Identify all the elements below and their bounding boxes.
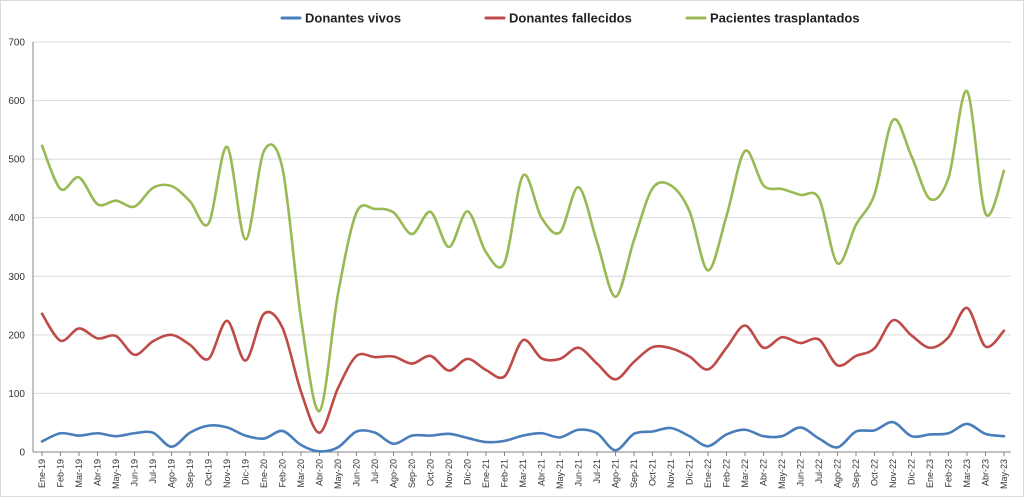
x-tick-label: Sep-20 [407, 459, 417, 488]
axes [32, 42, 1011, 453]
series-line-donantes-fallecidos [40, 306, 1006, 434]
legend-item: Donantes fallecidos [484, 11, 632, 26]
x-tick-label: Dic-21 [685, 459, 695, 485]
x-tick-label: Mar-19 [74, 459, 84, 488]
x-tick-label: Mar-22 [740, 459, 750, 488]
x-tick-label: May-21 [555, 459, 565, 489]
x-tick-label: Feb-22 [722, 459, 732, 488]
x-tick-label: Ene-20 [259, 459, 269, 488]
y-tick-label: 600 [8, 96, 25, 107]
series-lines [40, 89, 1006, 453]
x-tick-label: Nov-19 [222, 459, 232, 488]
y-tick-label: 400 [8, 213, 25, 224]
x-tick-label: Oct-19 [204, 459, 214, 486]
x-tick-label: Abr-22 [759, 459, 769, 486]
x-tick-label: Mar-21 [518, 459, 528, 488]
x-tick-label: May-19 [111, 459, 121, 489]
x-tick-label: Jun-20 [352, 459, 362, 487]
legend-item: Pacientes trasplantados [685, 11, 860, 26]
x-tick-label: Mar-20 [296, 459, 306, 488]
x-tick-label: Nov-20 [444, 459, 454, 488]
y-tick-label: 100 [8, 389, 25, 400]
series-line-donantes-vivos [40, 420, 1006, 453]
y-tick-label: 700 [8, 38, 25, 49]
x-axis-ticks: Ene-19 Feb-19 Mar-19 Abr-19 May-19 Jun-19 Jul-… [37, 452, 1009, 489]
x-tick-label: Ago-19 [167, 459, 177, 488]
grid-lines [33, 41, 1011, 394]
x-tick-label: Feb-20 [278, 459, 288, 488]
x-tick-label: Dic-22 [907, 459, 917, 485]
x-tick-label: Ene-23 [925, 459, 935, 488]
legend-label: Donantes vivos [305, 11, 401, 26]
x-tick-label: Ago-22 [833, 459, 843, 488]
x-tick-label: Ene-22 [703, 459, 713, 488]
x-tick-label: Sep-21 [629, 459, 639, 488]
y-tick-label: 500 [8, 155, 25, 166]
x-tick-label: Feb-23 [944, 459, 954, 488]
x-tick-label: Abr-23 [981, 459, 991, 486]
x-tick-label: Abr-20 [315, 459, 325, 486]
x-tick-label: Dic-20 [463, 459, 473, 485]
x-tick-label: Jun-21 [574, 459, 584, 487]
x-tick-label: Jul-22 [814, 459, 824, 484]
y-axis-ticks: 0 100 200 300 400 500 600 700 [8, 38, 25, 459]
legend-label: Donantes fallecidos [509, 11, 632, 26]
x-tick-label: Feb-21 [500, 459, 510, 488]
x-tick-label: May-22 [777, 459, 787, 489]
y-tick-label: 0 [19, 448, 25, 459]
legend-label: Pacientes trasplantados [710, 11, 860, 26]
x-tick-label: Jul-21 [592, 459, 602, 484]
x-tick-label: Oct-21 [648, 459, 658, 486]
x-tick-label: Jun-19 [130, 459, 140, 487]
x-tick-label: Sep-19 [185, 459, 195, 488]
x-tick-label: Ene-21 [481, 459, 491, 488]
x-tick-label: Ene-19 [37, 459, 47, 488]
x-tick-label: Ago-21 [611, 459, 621, 488]
y-tick-label: 300 [8, 272, 25, 283]
x-tick-label: Mar-23 [962, 459, 972, 488]
x-tick-label: Nov-22 [888, 459, 898, 488]
x-tick-label: Oct-22 [870, 459, 880, 486]
x-tick-label: Abr-19 [93, 459, 103, 486]
series-line-pacientes-trasplantados [40, 89, 1006, 413]
x-tick-label: Ago-20 [389, 459, 399, 488]
x-tick-label: May-20 [333, 459, 343, 489]
x-tick-label: May-23 [999, 459, 1009, 489]
x-tick-label: Feb-19 [56, 459, 66, 488]
x-tick-label: Jul-19 [148, 459, 158, 484]
legend-item: Donantes vivos [280, 11, 401, 26]
legend: Donantes vivos Donantes fallecidos Pacient… [280, 11, 860, 26]
x-tick-label: Oct-20 [426, 459, 436, 486]
x-tick-label: Dic-19 [241, 459, 251, 485]
y-tick-label: 200 [8, 330, 25, 341]
x-tick-label: Nov-21 [666, 459, 676, 488]
x-tick-label: Sep-22 [851, 459, 861, 488]
x-tick-label: Jul-20 [370, 459, 380, 484]
x-tick-label: Abr-21 [537, 459, 547, 486]
x-tick-label: Jun-22 [796, 459, 806, 487]
